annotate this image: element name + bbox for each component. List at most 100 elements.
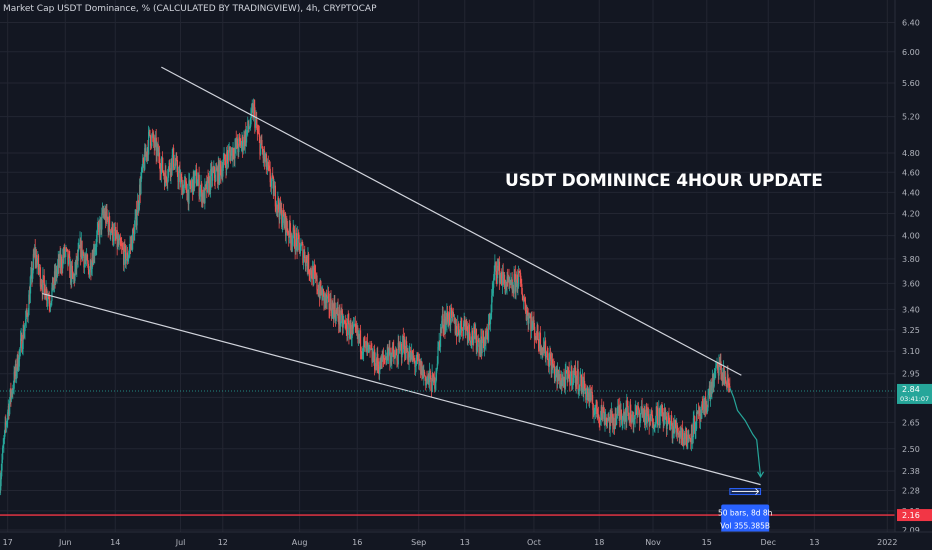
candle — [222, 159, 224, 183]
candle — [545, 355, 547, 366]
time-axis[interactable]: 17 Jun 14 Jul 12 Aug 16 Sep 13 Oct 18 Nov 15 Dec 13 202… — [0, 531, 932, 550]
candle — [511, 277, 513, 289]
candle-body — [528, 316, 531, 318]
candle — [363, 337, 365, 362]
candle-body — [630, 421, 632, 423]
candle — [665, 412, 668, 437]
candle-body — [296, 238, 298, 251]
candle-body — [505, 286, 507, 293]
candle-body — [588, 392, 590, 402]
candle-body — [499, 275, 501, 284]
candle-body — [123, 244, 125, 265]
candle-body — [605, 417, 607, 421]
candle — [247, 116, 249, 137]
candle-body — [585, 393, 588, 400]
candle — [435, 367, 437, 391]
candle — [295, 227, 298, 247]
candle-body — [108, 216, 111, 230]
candle — [350, 334, 353, 347]
candle-body — [418, 359, 421, 364]
candle-body — [430, 377, 432, 391]
candle-body — [598, 414, 600, 418]
candle-body — [286, 218, 288, 229]
candle-body — [164, 170, 166, 187]
candle-body — [229, 150, 231, 153]
candle-body — [345, 323, 348, 334]
candle-body — [120, 243, 122, 246]
candle — [560, 380, 562, 390]
candle — [324, 292, 326, 310]
candle-body — [692, 437, 694, 441]
candle — [462, 327, 464, 341]
candle — [654, 421, 656, 433]
candle-body — [580, 374, 583, 393]
candle-body — [621, 419, 623, 424]
candle — [178, 166, 180, 190]
candle-body — [23, 329, 25, 338]
candle-body — [452, 312, 454, 316]
candle — [48, 291, 50, 313]
candle-body — [365, 341, 367, 353]
candle-body — [284, 213, 286, 226]
candle — [702, 398, 704, 413]
candle — [501, 271, 503, 286]
candle — [699, 405, 701, 429]
candle-body — [209, 176, 211, 191]
candle-body — [336, 309, 338, 312]
candle — [528, 312, 531, 318]
candle — [635, 405, 638, 415]
candle-body — [668, 415, 670, 423]
candle-body — [566, 373, 568, 380]
candle — [73, 273, 75, 284]
candle-body — [327, 293, 329, 297]
candle-body — [456, 334, 458, 337]
candle-body — [371, 349, 373, 362]
candle-body — [131, 238, 133, 250]
candle — [156, 141, 158, 162]
candle — [705, 399, 707, 414]
candle — [696, 403, 698, 432]
candle-body — [35, 254, 38, 268]
candle-body — [607, 418, 609, 421]
candle-body — [360, 351, 362, 353]
candle-body — [623, 411, 625, 423]
candle — [579, 371, 581, 391]
candle-body — [34, 247, 36, 256]
candle-body — [248, 128, 250, 130]
candle-body — [639, 414, 641, 423]
candle-body — [290, 239, 292, 244]
candle — [521, 278, 523, 295]
candle-body — [255, 119, 257, 120]
candle — [114, 222, 116, 244]
candle — [410, 351, 412, 362]
candle-body — [203, 189, 205, 202]
candle-body — [140, 168, 143, 179]
candle — [312, 265, 314, 287]
candle — [466, 321, 469, 345]
candle — [555, 365, 558, 378]
candle-body — [438, 340, 440, 343]
candle — [522, 296, 524, 302]
candle-body — [679, 434, 681, 437]
candle-body — [422, 366, 424, 377]
candle-body — [541, 347, 543, 355]
candle — [603, 401, 605, 414]
candle — [28, 286, 31, 305]
candle — [373, 345, 375, 366]
candle — [413, 348, 415, 362]
candle — [0, 472, 2, 496]
candle — [52, 277, 54, 291]
candle-body — [429, 370, 431, 383]
candle — [270, 178, 273, 195]
candle-body — [106, 209, 108, 219]
candle-body — [322, 289, 324, 301]
candle — [196, 163, 198, 187]
candle-body — [268, 166, 270, 167]
candle-body — [486, 328, 488, 335]
candle — [110, 227, 113, 234]
candle-body — [686, 445, 688, 449]
candle — [438, 341, 440, 350]
price-axis[interactable]: 6.406.005.605.204.804.604.404.204.003.80… — [894, 0, 932, 550]
candle-body — [436, 368, 438, 373]
